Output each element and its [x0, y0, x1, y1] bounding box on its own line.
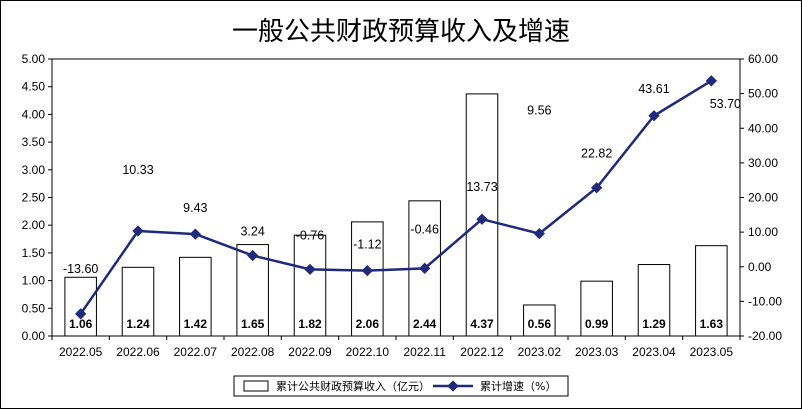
bar — [523, 304, 556, 337]
x-tick-label: 2022.09 — [288, 345, 332, 359]
y-left-tick-label: 0.00 — [22, 329, 46, 343]
bar-value-label: 1.82 — [298, 317, 322, 331]
line-value-label: 9.43 — [183, 201, 207, 215]
x-tick-label: 2022.07 — [174, 345, 218, 359]
line-value-label: 13.73 — [466, 180, 497, 194]
y-right-tick-label: -20.00 — [748, 329, 782, 343]
y-left-tick-label: 0.50 — [22, 301, 46, 315]
bar-value-label: 1.29 — [642, 317, 666, 331]
line-point — [705, 75, 717, 87]
x-tick-label: 2022.06 — [116, 345, 160, 359]
x-tick-label: 2022.10 — [346, 345, 390, 359]
y-right-tick-label: 0.00 — [748, 260, 772, 274]
line-point — [247, 249, 259, 262]
bar-value-label: 1.42 — [184, 317, 208, 331]
y-left-tick-label: 4.50 — [22, 80, 46, 94]
line-point — [476, 213, 488, 225]
bar-value-label: 2.06 — [356, 317, 380, 331]
chart-title: 一般公共财政预算收入及增速 — [232, 17, 570, 47]
line-point — [591, 182, 603, 194]
line-value-label: -0.46 — [410, 222, 439, 236]
legend-box — [233, 375, 569, 397]
line-point — [132, 225, 144, 237]
line-value-label: -1.12 — [353, 238, 382, 252]
bar — [580, 280, 613, 337]
y-left-tick-label: 3.50 — [22, 135, 46, 149]
y-left-tick-label: 1.00 — [22, 274, 46, 288]
plot-border — [51, 58, 741, 337]
bar-value-label: 1.63 — [700, 317, 724, 331]
y-right-tick-label: 50.00 — [748, 87, 778, 101]
bar-value-label: 2.44 — [413, 317, 437, 331]
bar — [121, 266, 155, 337]
bar-value-label: 0.99 — [585, 317, 609, 331]
x-tick-label: 2022.12 — [460, 345, 504, 359]
y-left-tick-label: 2.00 — [22, 218, 46, 232]
bar-value-label: 1.24 — [126, 317, 150, 331]
bar — [179, 256, 212, 337]
line-point — [361, 264, 373, 277]
x-tick-label: 2022.05 — [59, 345, 103, 359]
legend-line-label: 累计增速（%） — [480, 379, 556, 393]
line-point — [419, 262, 431, 274]
line-point — [533, 227, 545, 240]
legend: 累计公共财政预算收入（亿元） 累计增速（%） — [233, 375, 569, 397]
y-right-tick-label: -10.00 — [748, 294, 782, 308]
bar — [695, 245, 728, 337]
y-left-tick-label: 5.00 — [22, 52, 46, 66]
y-right-tick-label: 20.00 — [748, 191, 778, 205]
bar-value-label: 1.65 — [241, 317, 265, 331]
line-value-label: -13.60 — [63, 262, 98, 276]
legend-bar-label: 累计公共财政预算收入（亿元） — [276, 379, 430, 393]
y-left-tick-label: 3.00 — [22, 163, 46, 177]
y-left-tick-label: 1.50 — [22, 246, 46, 260]
x-tick-label: 2023.04 — [632, 345, 676, 359]
bar-value-label: 0.56 — [528, 317, 552, 331]
x-tick-label: 2023.02 — [518, 345, 562, 359]
line-value-label: 22.82 — [581, 147, 612, 161]
bar — [637, 264, 671, 337]
legend-line-marker — [447, 380, 459, 392]
x-tick-label: 2023.05 — [690, 345, 734, 359]
line-point — [189, 228, 201, 240]
x-tick-label: 2023.03 — [575, 345, 619, 359]
y-right-tick-label: 60.00 — [748, 52, 778, 66]
y-left-tick-label: 4.00 — [22, 107, 46, 121]
bar-value-label: 4.37 — [470, 317, 494, 331]
line-value-label: 3.24 — [240, 225, 264, 239]
line-value-label: 10.33 — [122, 163, 153, 177]
line-value-label: -0.76 — [296, 228, 325, 242]
bar-value-label: 1.06 — [69, 317, 93, 331]
bar — [64, 276, 97, 337]
legend-bar-swatch — [243, 380, 269, 392]
y-right-tick-label: 10.00 — [748, 225, 778, 239]
bar — [293, 234, 327, 337]
bar — [351, 221, 384, 337]
y-right-tick-label: 30.00 — [748, 156, 778, 170]
y-right-tick-label: 40.00 — [748, 121, 778, 135]
line-value-label: 43.61 — [638, 82, 669, 96]
line-value-label: 53.70 — [710, 97, 741, 111]
line-value-label: 9.56 — [527, 104, 551, 118]
x-tick-label: 2022.08 — [231, 345, 275, 359]
y-left-tick-label: 2.50 — [22, 191, 46, 205]
bar — [236, 244, 269, 337]
x-tick-label: 2022.11 — [403, 345, 446, 359]
line-series — [79, 79, 712, 315]
line-point — [304, 263, 316, 276]
plot-area: 0.00 0.50 1.00 1.50 2.00 2.50 3.00 3.50 4.00 4.50… — [22, 52, 783, 359]
